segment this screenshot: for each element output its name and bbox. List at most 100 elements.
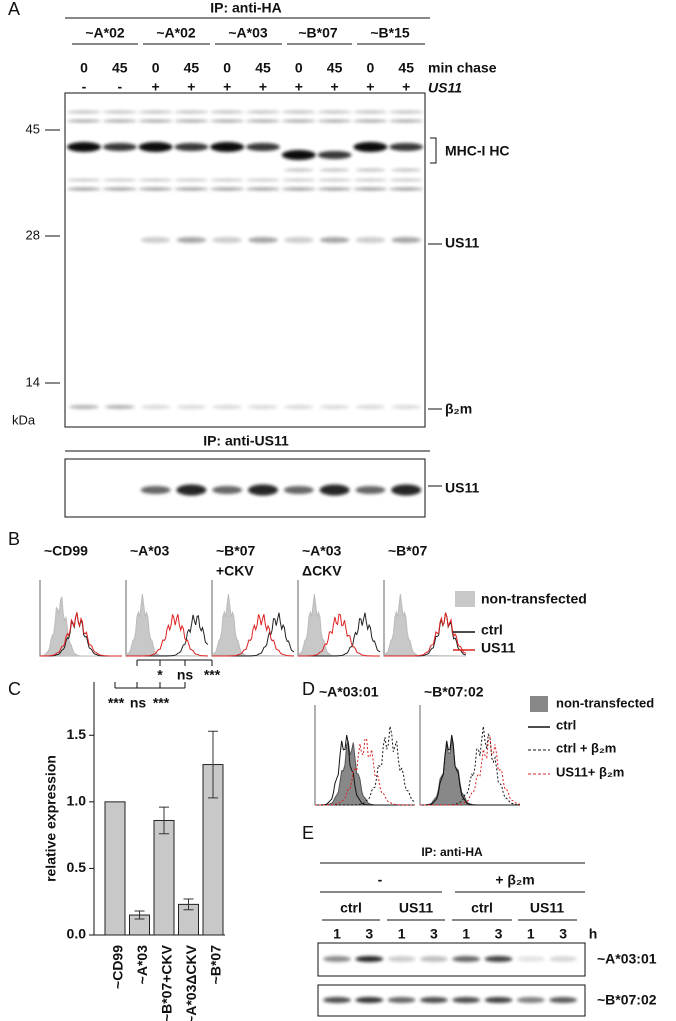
gel-band xyxy=(391,484,422,496)
gel-band xyxy=(389,187,424,191)
gel-band xyxy=(549,997,578,1003)
us11-label: + xyxy=(152,79,160,95)
gel-band xyxy=(246,143,280,151)
gel-band xyxy=(353,187,388,191)
gel-band xyxy=(67,179,101,181)
group-label: ~A*03 xyxy=(228,25,268,41)
histogram xyxy=(315,737,415,806)
gel-band xyxy=(281,119,316,123)
histogram xyxy=(210,593,295,657)
histogram xyxy=(420,726,520,806)
error-bar-line xyxy=(208,730,218,799)
unit-label: h xyxy=(589,926,598,942)
band-label: β₂m xyxy=(445,401,472,417)
gel-band xyxy=(452,997,481,1003)
x-tick-label: ~B*07+CKV xyxy=(159,944,175,1021)
histogram-axes xyxy=(419,705,520,806)
gel-band xyxy=(67,119,101,123)
histogram-title: ~A*03 xyxy=(302,543,342,559)
significance-label: ns xyxy=(130,695,147,711)
band-label: US11 xyxy=(445,480,479,496)
histogram xyxy=(420,739,520,806)
panel-label: C xyxy=(8,679,21,699)
gel-band xyxy=(102,143,137,151)
histogram xyxy=(212,614,295,657)
gel-band xyxy=(246,179,280,181)
gel-band xyxy=(248,237,278,243)
gel-band xyxy=(140,405,171,409)
lane-label: 1 xyxy=(333,926,341,942)
chase-label: 45 xyxy=(327,60,343,76)
us11-label: + xyxy=(331,79,339,95)
gel-frame xyxy=(317,942,586,977)
gel-band xyxy=(484,956,513,962)
error-bar-line xyxy=(134,910,145,920)
legend-label: US11+ β₂m xyxy=(556,764,624,779)
gel-band xyxy=(69,405,99,409)
significance-bracket xyxy=(114,682,186,689)
chase-label: 45 xyxy=(398,60,414,76)
gel-band xyxy=(317,187,352,191)
gel-band xyxy=(317,110,352,114)
panel-label: A xyxy=(8,0,20,19)
group-label: ~B*15 xyxy=(370,25,410,41)
gel-band xyxy=(516,997,545,1003)
gel-band xyxy=(176,405,207,409)
gel-band xyxy=(102,187,137,191)
y-tick-label: 1.0 xyxy=(67,793,87,809)
y-tick-label: 0.0 xyxy=(67,926,87,942)
gel-band xyxy=(246,110,280,114)
panel-label: B xyxy=(8,529,20,549)
gel-band xyxy=(389,143,424,151)
histogram-title: ΔCKV xyxy=(302,563,342,579)
chase-label: 45 xyxy=(112,60,128,76)
gel-band xyxy=(281,179,316,181)
error-bar xyxy=(159,806,169,835)
gel-band xyxy=(484,997,513,1003)
panel-label: E xyxy=(302,823,314,843)
gel-band xyxy=(419,956,448,962)
lane-label: 1 xyxy=(462,926,470,942)
legend-label: ctrl + β₂m xyxy=(556,740,616,755)
lane-label: 1 xyxy=(398,926,406,942)
error-bar-line xyxy=(159,806,169,835)
gel-band xyxy=(353,110,388,114)
gel-band xyxy=(387,956,416,962)
lane-label: 3 xyxy=(495,926,503,942)
error-bar xyxy=(183,898,194,911)
gel-band xyxy=(283,405,314,409)
gel-band xyxy=(387,997,416,1003)
gel-band xyxy=(210,179,245,181)
error-bar-line xyxy=(183,898,194,911)
gel-band xyxy=(138,179,173,181)
gel-band xyxy=(210,142,245,152)
gel-band xyxy=(323,956,351,962)
chase-label: 0 xyxy=(223,60,231,76)
gel-band xyxy=(319,405,350,409)
gel-band xyxy=(319,237,350,243)
subgroup-label: US11 xyxy=(530,900,564,916)
gel-band xyxy=(102,179,137,181)
gel-band xyxy=(212,486,243,494)
histogram-title: ~B*07 xyxy=(388,543,428,559)
gel-band xyxy=(516,956,545,962)
us11-label: - xyxy=(117,79,122,95)
gel-band xyxy=(355,997,384,1003)
chase-label: 0 xyxy=(295,60,303,76)
gel-frame xyxy=(64,458,426,518)
row-label: ~B*07:02 xyxy=(597,992,657,1008)
gel-band xyxy=(138,119,173,123)
gel-band xyxy=(353,142,388,152)
unit-label: kDa xyxy=(12,412,36,427)
lane-label: 1 xyxy=(527,926,535,942)
gel-band xyxy=(140,486,171,494)
gel-band xyxy=(355,405,386,409)
gel-band xyxy=(246,119,280,123)
gel-band xyxy=(317,119,352,123)
histogram xyxy=(298,613,380,657)
row-label: US11 xyxy=(428,80,462,96)
gel-band xyxy=(176,237,207,243)
y-axis-label: relative expression xyxy=(43,755,59,882)
us11-label: + xyxy=(295,79,303,95)
